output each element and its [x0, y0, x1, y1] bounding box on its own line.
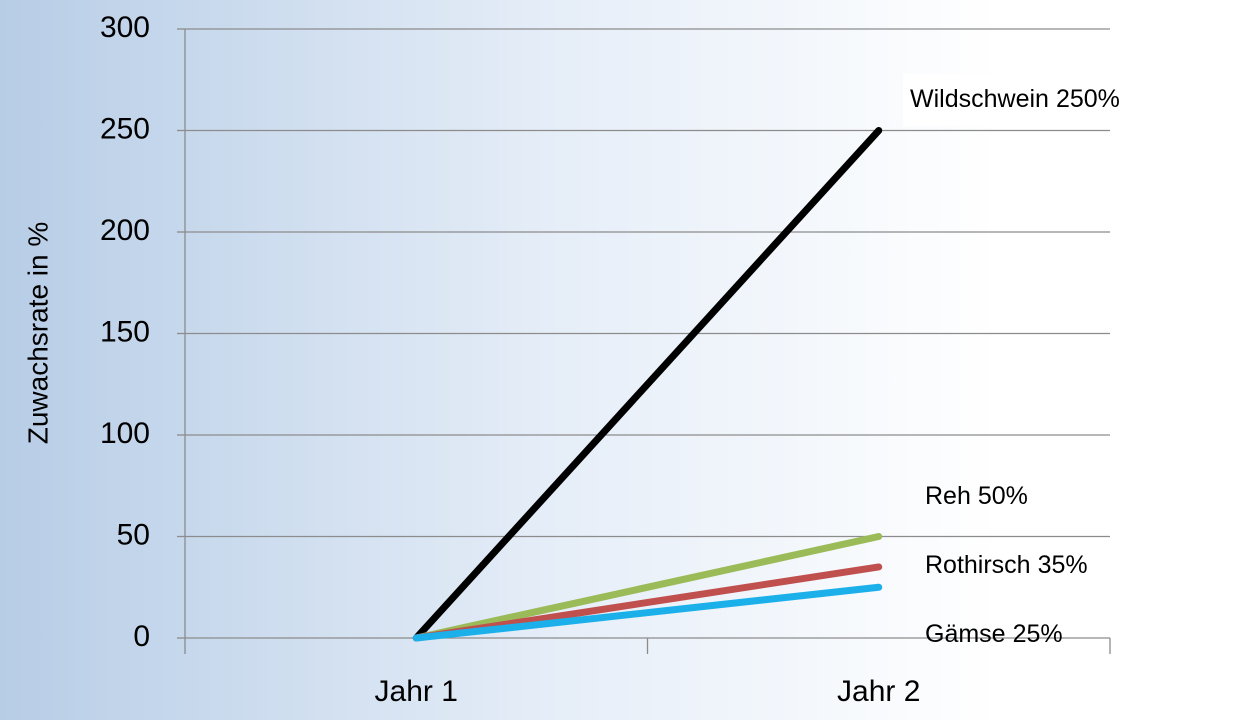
- image-panel: [1135, 225, 1250, 720]
- y-tick-label: 0: [133, 620, 150, 653]
- series-name: Rothirsch: [925, 551, 1031, 579]
- series-name: Reh: [925, 482, 971, 510]
- y-tick-label: 50: [117, 518, 150, 551]
- y-tick-label: 150: [100, 315, 150, 348]
- y-tick-label: 100: [100, 417, 150, 450]
- x-tick-label: Jahr 2: [837, 675, 920, 708]
- value-label: 50%: [978, 482, 1028, 510]
- y-axis-label: Zuwachsrate in %: [22, 222, 53, 445]
- series-name: Gämse: [925, 620, 1006, 648]
- y-tick-label: 200: [100, 214, 150, 247]
- series-name: Wildschwein: [910, 85, 1049, 113]
- value-label: 250%: [1056, 85, 1120, 113]
- value-label: 25%: [1013, 620, 1063, 648]
- y-tick-label: 300: [100, 11, 150, 44]
- value-label: 35%: [1038, 551, 1088, 579]
- x-tick-label: Jahr 1: [375, 675, 458, 708]
- chart: 0 50 100 150 200 250 300 Jahr 1 Jahr 2 Wildschwei…: [0, 0, 1250, 720]
- y-tick-label: 250: [100, 112, 150, 145]
